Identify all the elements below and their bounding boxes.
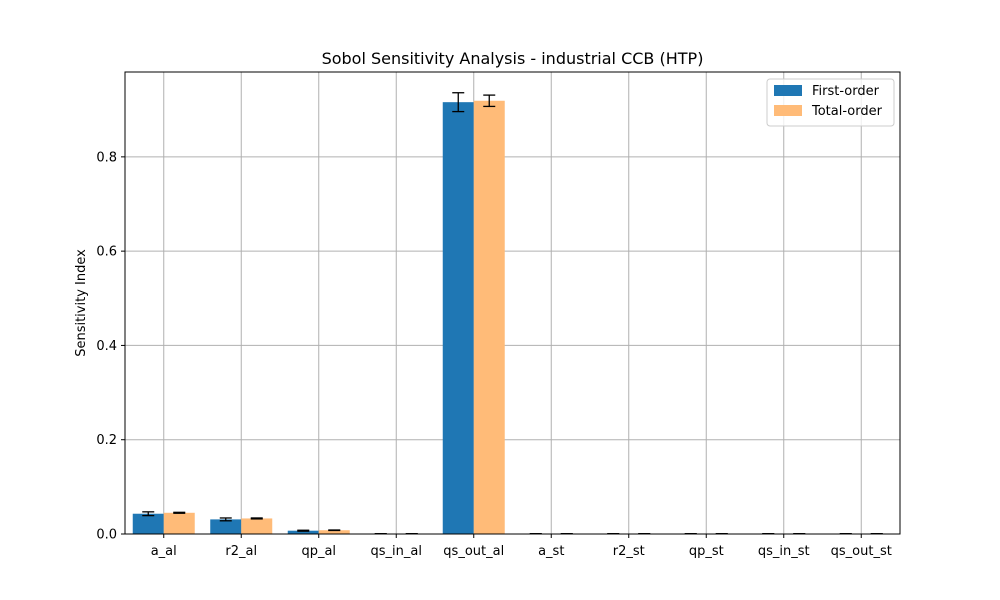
x-axis: a_al r2_al qp_al qs_in_al qs_out_al a_st r2_st… <box>151 534 892 559</box>
x-tick-label: qs_in_al <box>371 544 422 559</box>
x-tick-label: qp_st <box>689 544 724 559</box>
x-tick-label: qs_out_st <box>831 544 892 559</box>
y-axis: 0.0 0.2 0.4 0.6 0.8 <box>96 150 125 543</box>
y-tick-label: 0.4 <box>96 339 117 354</box>
legend: First-order Total-order <box>766 78 895 127</box>
bar-total-order-r2_al <box>241 518 273 534</box>
x-tick-label: r2_st <box>613 544 645 559</box>
bar-first-order-a_al <box>132 513 164 534</box>
x-tick-label: a_st <box>538 544 564 559</box>
x-tick-label: qs_out_al <box>443 544 504 559</box>
bar-first-order-qp_al <box>287 530 319 534</box>
y-axis-label: Sensitivity Index <box>74 249 89 357</box>
x-tick-label: qs_in_st <box>758 544 810 559</box>
x-tick-label: a_al <box>151 544 177 559</box>
bar-total-order-qs_out_al <box>473 100 505 534</box>
bars <box>132 100 893 535</box>
x-tick-label: qp_al <box>301 544 336 559</box>
bar-total-order-a_al <box>163 512 195 534</box>
legend-label-total-order: Total-order <box>811 104 883 119</box>
y-tick-label: 0.0 <box>96 528 117 543</box>
y-tick-label: 0.6 <box>96 245 117 260</box>
legend-swatch-first-order <box>774 85 802 96</box>
x-tick-label: r2_al <box>225 544 257 559</box>
chart-title: Sobol Sensitivity Analysis - industrial … <box>322 49 704 68</box>
y-tick-label: 0.8 <box>96 150 117 165</box>
y-tick-label: 0.2 <box>96 433 117 448</box>
bar-first-order-qs_out_al <box>442 102 474 535</box>
plot-frame <box>124 71 901 535</box>
legend-swatch-total-order <box>774 105 802 116</box>
bar-total-order-qp_al <box>318 530 350 534</box>
legend-label-first-order: First-order <box>812 84 880 99</box>
bar-first-order-r2_al <box>210 519 242 534</box>
